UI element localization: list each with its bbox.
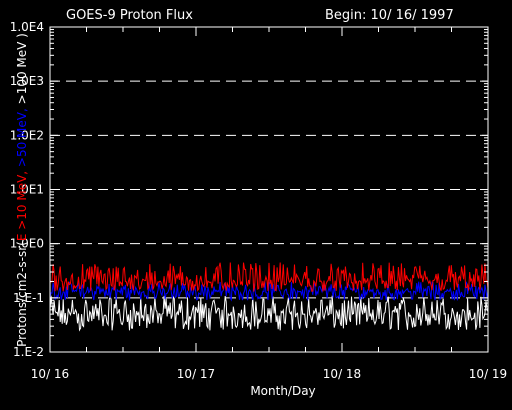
y-axis-label-part: >50 MeV, xyxy=(15,104,29,167)
y-tick-label: 1.0E4 xyxy=(10,20,44,34)
y-tick-label: 1.0E1 xyxy=(10,183,44,197)
x-tick-label: 10/ 17 xyxy=(177,367,215,381)
x-tick-label: 10/ 18 xyxy=(323,367,361,381)
y-axis-label: Protons/cm2-s-sr(E >10 MeV, >50 MeV, >10… xyxy=(15,33,29,347)
chart-title: GOES-9 Proton Flux xyxy=(66,8,193,23)
y-tick-label: 1.0E3 xyxy=(10,74,44,88)
y-tick-label: 1.E-1 xyxy=(13,291,44,305)
y-tick-label: 1.0E0 xyxy=(10,237,44,251)
flux-series-line xyxy=(49,281,489,302)
flux-series-line xyxy=(49,295,489,332)
y-tick-label: 1.0E2 xyxy=(10,128,44,142)
x-tick-label: 10/ 16 xyxy=(31,367,69,381)
y-axis-ticks: 1.0E4 1.0E3 1.0E2 1.0E1 1.0E0 1.E-1 1.E-2 xyxy=(10,20,488,359)
y-axis-label-part: >100 MeV ) xyxy=(15,33,29,104)
begin-date: Begin: 10/ 16/ 1997 xyxy=(325,8,454,23)
x-axis-ticks: 10/ 16 10/ 17 10/ 18 10/ 19 xyxy=(31,27,507,381)
y-axis-label-part: Protons/cm2-s-sr( xyxy=(15,241,29,347)
y-tick-label: 1.E-2 xyxy=(13,345,44,359)
x-tick-label: 10/ 19 xyxy=(469,367,507,381)
grid-lines xyxy=(50,80,488,299)
series-group xyxy=(49,262,489,332)
y-axis-label-part: E >10 MeV, xyxy=(15,167,29,241)
flux-series-line xyxy=(49,262,489,292)
x-axis-label: Month/Day xyxy=(250,384,315,398)
